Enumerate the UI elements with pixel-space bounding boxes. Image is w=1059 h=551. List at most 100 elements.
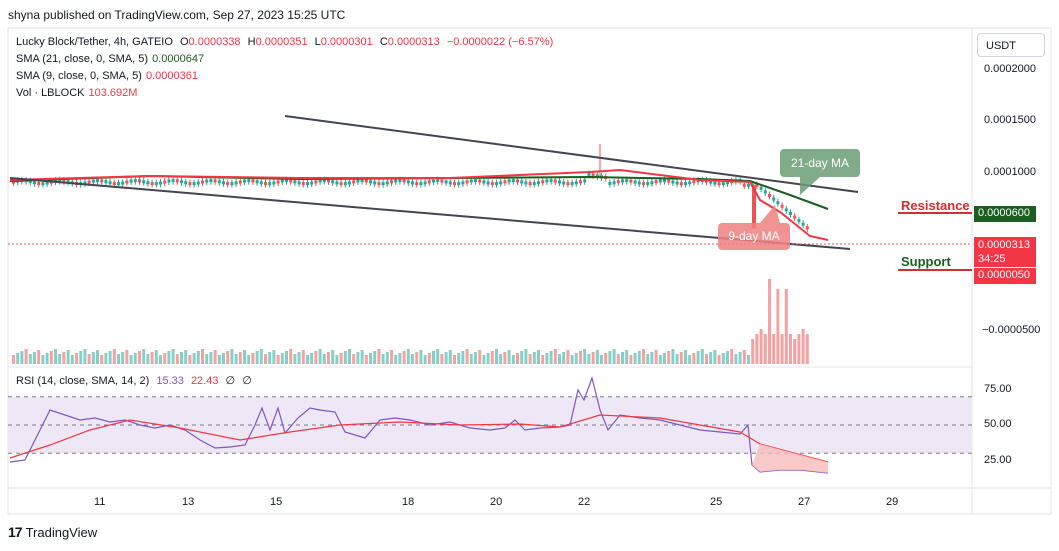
volume-bar <box>222 353 225 364</box>
volume-bar <box>629 355 633 364</box>
sma9-legend[interactable]: SMA (9, close, 0, SMA, 5) 0.0000361 <box>16 70 198 82</box>
rsi-ma-value: 22.43 <box>190 375 219 387</box>
candle-body <box>444 180 448 184</box>
candle-body <box>352 180 356 184</box>
volume-bar <box>175 354 179 364</box>
rsi-legend[interactable]: RSI (14, close, SMA, 14, 2) 15.33 22.43 … <box>16 374 252 387</box>
candle-body <box>226 182 230 186</box>
volume-bar <box>251 353 255 364</box>
candle-body <box>642 182 645 186</box>
volume-bar <box>721 353 725 364</box>
candle-body <box>83 181 87 185</box>
volume-bar <box>54 349 57 364</box>
volume-bar <box>230 349 234 364</box>
symbol-name[interactable]: Lucky Block/Tether, 4h, GATEIO <box>16 36 173 48</box>
volume-bar <box>205 354 209 364</box>
candle-body <box>742 183 746 187</box>
volume-bar <box>696 351 700 364</box>
rsi-bb-upper: ∅ <box>225 375 236 387</box>
volume-bar <box>75 353 78 364</box>
volume-bar <box>616 354 620 364</box>
volume-bar <box>310 353 314 364</box>
volume-bar <box>385 352 389 364</box>
candle-body <box>474 179 477 183</box>
support-price-label: 0.0000050 <box>974 268 1036 284</box>
candle-body <box>348 181 351 185</box>
price-tick: 0.0002000 <box>984 63 1036 75</box>
candle-body <box>142 180 146 184</box>
candle-body <box>234 181 238 185</box>
candle-body <box>511 179 515 183</box>
volume-bar <box>511 355 515 364</box>
time-tick: 15 <box>270 496 283 508</box>
candle-body <box>213 179 217 183</box>
candle-body <box>268 182 272 186</box>
candle-body <box>381 182 385 186</box>
volume-bar <box>58 354 62 364</box>
rsi-value: 15.33 <box>156 375 184 387</box>
lower-trendline <box>9 177 851 250</box>
volume-bar <box>713 350 717 364</box>
time-tick: 27 <box>798 496 811 508</box>
volume-bar <box>516 353 519 364</box>
volume-bar <box>188 355 192 364</box>
footer-brand[interactable]: 17 TradingView <box>8 524 97 540</box>
candle-body <box>201 180 204 184</box>
candle-body <box>419 182 423 186</box>
volume-bar <box>553 349 557 364</box>
candle-body <box>516 179 519 183</box>
volume-bar <box>528 354 532 364</box>
volume-bar <box>717 355 721 364</box>
volume-bar <box>423 355 427 364</box>
volume-bar <box>642 349 645 364</box>
volume-bar <box>398 353 402 364</box>
volume-bar <box>482 355 486 364</box>
currency-button[interactable]: USDT <box>977 33 1045 57</box>
candle-body <box>154 182 158 186</box>
sma21-legend[interactable]: SMA (21, close, 0, SMA, 5) 0.0000647 <box>16 53 204 65</box>
volume-bar <box>28 354 32 364</box>
candle-body <box>566 182 570 186</box>
price-tick: −0.0000500 <box>982 324 1041 336</box>
candle-body <box>667 179 671 183</box>
candle-body <box>33 181 36 185</box>
candle-body <box>415 182 419 186</box>
candle-body <box>574 181 578 185</box>
volume-bar <box>209 352 213 364</box>
candle-body <box>343 182 347 186</box>
volume-bar <box>285 351 288 364</box>
candle-body <box>377 182 381 186</box>
candle-body <box>58 179 62 183</box>
candle-body <box>650 181 654 185</box>
candle-body <box>180 180 183 184</box>
volume-bar <box>62 352 66 364</box>
volume-bar <box>16 353 20 364</box>
volume-bar <box>524 349 528 364</box>
rsi-tick: 50.00 <box>984 418 1012 430</box>
time-tick: 22 <box>578 496 591 508</box>
candle-body <box>327 179 330 183</box>
candle-body <box>87 180 91 184</box>
resistance-price-label: 0.0000600 <box>974 206 1036 222</box>
candle-body <box>595 174 599 178</box>
volume-bar <box>793 339 797 364</box>
volume-bar <box>402 351 406 364</box>
volume-bar <box>352 354 356 364</box>
volume-bar <box>364 355 368 364</box>
candle-body <box>768 193 771 197</box>
candle-body <box>570 182 574 186</box>
tradingview-logo-icon: 17 <box>8 524 23 540</box>
volume-bar <box>742 350 746 364</box>
time-tick: 20 <box>490 496 503 508</box>
volume-bar <box>293 354 297 364</box>
volume-bar <box>570 355 574 364</box>
volume-bar <box>780 334 784 364</box>
volume-bar <box>226 351 230 364</box>
volume-legend[interactable]: Vol · LBLOCK 103.692M <box>16 87 137 99</box>
candle-body <box>314 180 318 184</box>
volume-bar <box>87 354 91 364</box>
volume-bar <box>255 351 259 364</box>
volume-bar <box>469 354 473 364</box>
volume-bar <box>755 334 759 364</box>
candle-body <box>486 181 490 185</box>
